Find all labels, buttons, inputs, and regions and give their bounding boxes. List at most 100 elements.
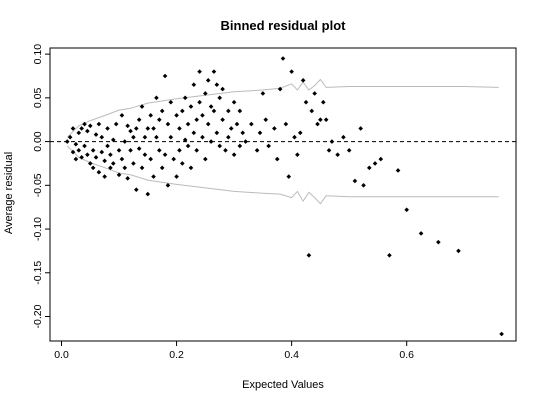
data-point	[168, 134, 174, 140]
data-point	[292, 134, 297, 140]
data-point	[171, 156, 176, 162]
data-point	[309, 108, 315, 114]
data-point	[122, 139, 128, 144]
data-point	[286, 174, 292, 179]
data-point	[159, 108, 165, 114]
data-point	[220, 117, 225, 123]
data-point	[240, 130, 246, 136]
data-point	[70, 126, 76, 131]
y-tick-label: -0.10	[32, 217, 44, 241]
data-point	[378, 156, 384, 162]
data-point	[220, 86, 225, 92]
data-point	[105, 126, 110, 131]
data-points	[64, 56, 504, 337]
lower-band-line	[66, 145, 499, 205]
data-point	[395, 168, 401, 173]
data-point	[211, 69, 217, 74]
data-point	[217, 95, 223, 101]
data-point	[237, 108, 243, 114]
data-point	[257, 130, 263, 136]
data-point	[208, 104, 214, 109]
data-point	[119, 113, 125, 118]
data-point	[125, 123, 130, 129]
data-point	[142, 152, 148, 158]
data-point	[96, 169, 102, 175]
data-point	[341, 134, 346, 140]
data-point	[205, 78, 211, 83]
y-tick-label: -0.15	[32, 261, 44, 285]
data-point	[128, 148, 133, 153]
data-point	[122, 165, 128, 171]
data-point	[151, 126, 156, 131]
data-point	[303, 99, 309, 105]
data-point	[82, 143, 87, 149]
data-point	[131, 161, 136, 166]
data-point	[404, 207, 409, 213]
data-point	[76, 130, 82, 136]
data-point	[329, 139, 335, 144]
data-point	[231, 152, 237, 158]
x-tick-label: 0.2	[169, 349, 184, 361]
data-point	[188, 104, 194, 109]
band-lines	[66, 78, 499, 205]
x-axis: 0.0 0.2 0.4 0.6	[54, 341, 414, 361]
data-point	[214, 82, 220, 88]
data-point	[366, 165, 372, 171]
data-point	[157, 148, 162, 153]
data-point	[133, 126, 139, 131]
data-point	[85, 128, 90, 134]
data-point	[70, 149, 76, 155]
data-point	[208, 139, 214, 144]
data-point	[346, 148, 352, 153]
data-point	[318, 117, 323, 123]
data-point	[306, 252, 312, 258]
data-point	[142, 134, 148, 140]
data-point	[180, 161, 185, 166]
data-point	[289, 69, 294, 74]
data-point	[116, 148, 122, 153]
data-point	[188, 165, 194, 171]
x-tick-label: 0.6	[399, 349, 414, 361]
data-point	[315, 121, 320, 127]
data-point	[185, 143, 191, 149]
data-point	[200, 113, 205, 118]
data-point	[203, 91, 208, 96]
data-point	[200, 134, 205, 140]
data-point	[272, 126, 277, 131]
y-tick-label: -0.05	[32, 173, 44, 197]
data-point	[165, 121, 171, 127]
data-point	[99, 134, 105, 140]
data-point	[323, 117, 329, 123]
data-point	[436, 239, 441, 245]
data-point	[280, 56, 286, 61]
data-point	[139, 165, 145, 171]
data-point	[64, 139, 70, 144]
data-point	[165, 183, 171, 188]
data-point	[312, 91, 317, 96]
data-point	[110, 137, 116, 143]
data-point	[499, 331, 504, 337]
data-point	[145, 126, 151, 131]
data-point	[76, 148, 82, 153]
data-point	[194, 117, 200, 123]
data-point	[67, 134, 73, 140]
data-point	[110, 161, 116, 166]
data-point	[119, 156, 125, 162]
data-point	[102, 158, 107, 164]
data-point	[274, 156, 280, 162]
data-point	[108, 165, 113, 171]
data-point	[102, 174, 107, 179]
data-point	[295, 152, 300, 158]
data-point	[154, 95, 159, 101]
data-point	[145, 191, 151, 197]
data-point	[162, 152, 168, 158]
data-point	[177, 126, 182, 131]
data-point	[283, 121, 289, 127]
data-point	[203, 156, 208, 162]
data-point	[139, 104, 145, 109]
data-point	[162, 73, 168, 79]
data-point	[226, 134, 231, 140]
data-point	[79, 126, 84, 131]
data-point	[85, 152, 90, 158]
